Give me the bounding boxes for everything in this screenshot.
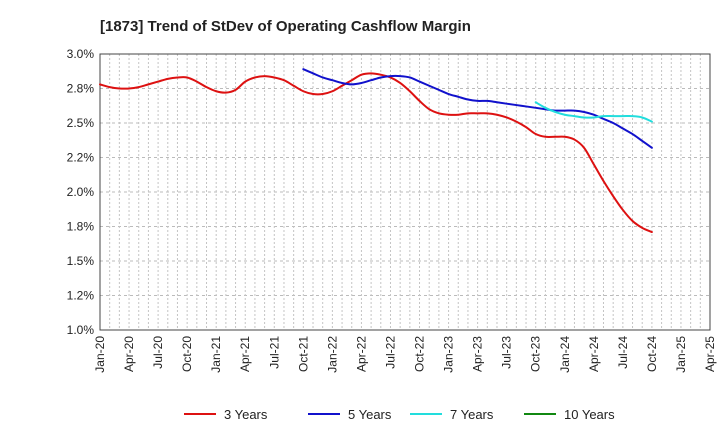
- x-tick-label: Jan-23: [442, 336, 456, 373]
- y-tick-label: 1.8%: [67, 220, 95, 234]
- legend-label-3-years: 3 Years: [224, 407, 268, 422]
- x-tick-label: Apr-22: [354, 336, 368, 372]
- y-tick-label: 1.5%: [67, 254, 95, 268]
- y-tick-label: 2.2%: [67, 151, 95, 165]
- x-axis-ticks: Jan-20 Apr-20 Jul-20 Oct-20 Jan-21 Apr-21 Jul-…: [93, 336, 717, 373]
- x-tick-label: Jan-20: [93, 336, 107, 373]
- y-tick-label: 2.5%: [67, 116, 95, 130]
- series-line-7-years: [534, 101, 653, 123]
- x-tick-label: Jan-22: [325, 336, 339, 373]
- series-line-3-years: [99, 72, 653, 234]
- x-tick-label: Apr-20: [122, 336, 136, 372]
- x-tick-label: Oct-23: [529, 336, 543, 372]
- legend-label-5-years: 5 Years: [348, 407, 392, 422]
- x-tick-label: Jul-20: [151, 336, 165, 369]
- x-tick-label: Jul-24: [616, 336, 630, 369]
- legend-label-10-years: 10 Years: [564, 407, 615, 422]
- chart-title: [1873] Trend of StDev of Operating Cashf…: [100, 18, 471, 35]
- x-tick-label: Apr-21: [238, 336, 252, 372]
- legend: 3 Years 5 Years 7 Years 10 Years: [184, 407, 615, 422]
- x-tick-label: Apr-23: [471, 336, 485, 372]
- grid: [100, 54, 710, 330]
- x-tick-label: Apr-24: [587, 336, 601, 372]
- y-tick-label: 1.2%: [67, 289, 95, 303]
- x-tick-label: Jul-21: [267, 336, 281, 369]
- y-tick-label: 3.0%: [67, 47, 95, 61]
- plot-frame: [99, 53, 711, 331]
- x-tick-label: Jan-24: [558, 336, 572, 373]
- y-tick-label: 2.0%: [67, 185, 95, 199]
- x-tick-label: Jul-22: [383, 336, 397, 369]
- y-tick-label: 1.0%: [67, 323, 95, 337]
- x-tick-label: Oct-20: [180, 336, 194, 372]
- series-line-5-years: [302, 68, 653, 149]
- x-tick-label: Oct-24: [645, 336, 659, 372]
- legend-label-7-years: 7 Years: [450, 407, 494, 422]
- series-lines: [99, 68, 653, 234]
- x-tick-label: Oct-22: [413, 336, 427, 372]
- x-tick-label: Oct-21: [296, 336, 310, 372]
- x-tick-label: Apr-25: [703, 336, 717, 372]
- x-tick-label: Jul-23: [500, 336, 514, 369]
- y-axis-ticks: 1.0% 1.2% 1.5% 1.8% 2.0% 2.2% 2.5% 2.8% 3.0%: [67, 47, 95, 337]
- y-tick-label: 2.8%: [67, 82, 95, 96]
- x-tick-label: Jan-21: [209, 336, 223, 373]
- x-tick-label: Jan-25: [674, 336, 688, 373]
